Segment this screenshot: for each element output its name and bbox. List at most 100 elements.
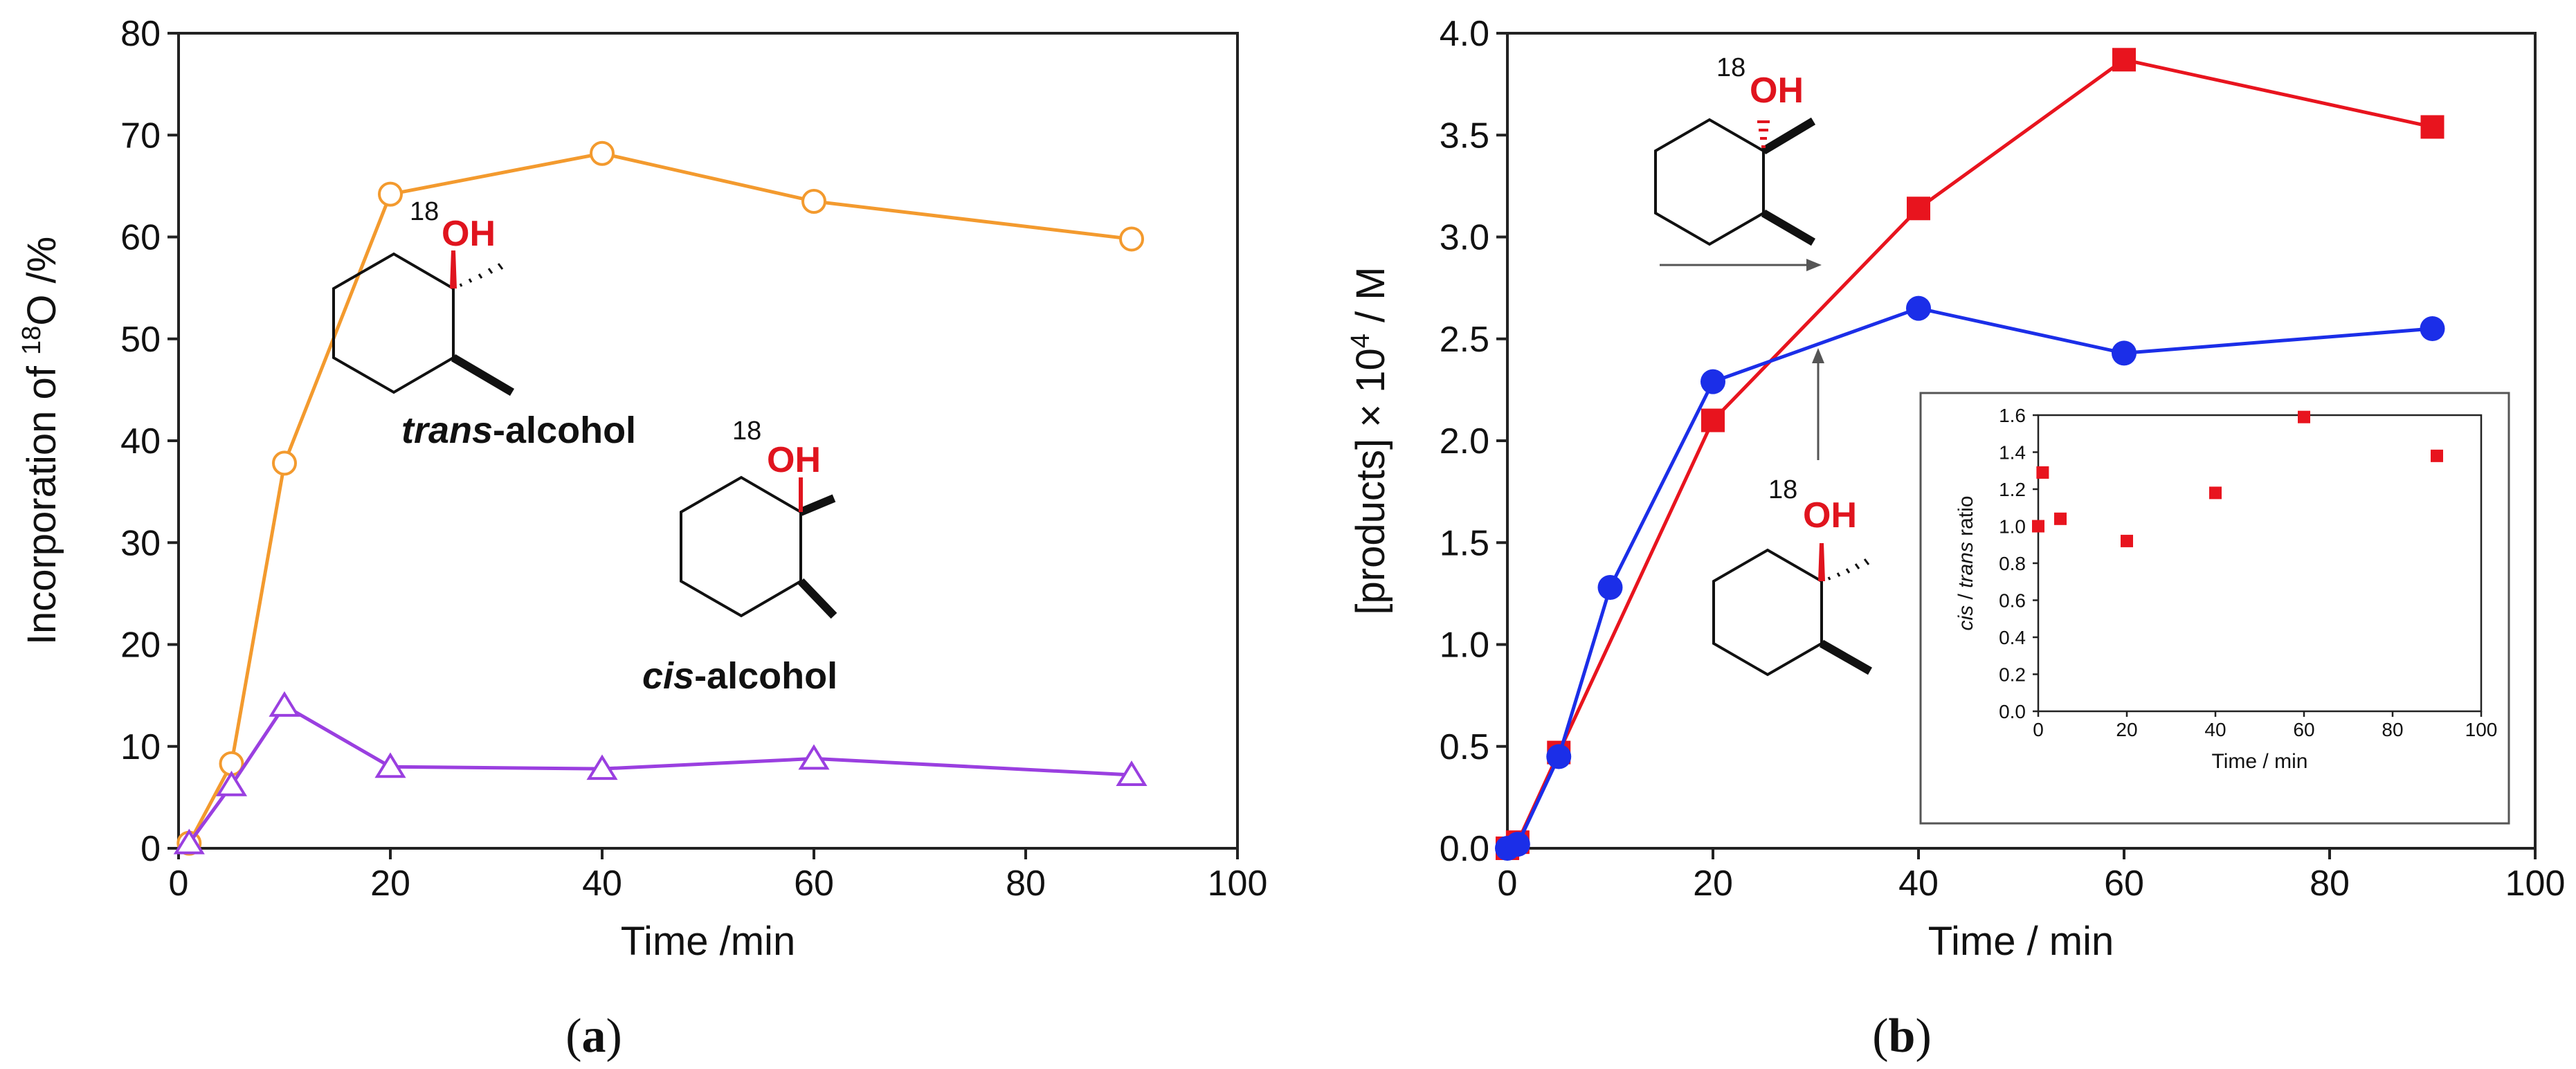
inset-plot: 0 20 40 60 80 1000.00.20.40.60.81.01.21.41.6 …	[1919, 392, 2510, 825]
blue-series-point	[1597, 575, 1623, 601]
plot-a-xtick-label: 80	[1006, 864, 1046, 904]
plot-a-xtick-label: 100	[1208, 864, 1268, 904]
plot-b-xtick-label: 0	[1498, 864, 1518, 904]
plot-b-xtick-label: 60	[2104, 864, 2144, 904]
plot-a-ytick-label: 70	[120, 116, 161, 156]
trans-series-point	[378, 181, 403, 207]
arrow-up	[1812, 348, 1824, 460]
plot-b-ytick-label: 4.0	[1440, 14, 1489, 54]
plot-a-ticks: 0 20 40 60 80 100 0 10 20 30 40 50 60 70 80	[120, 14, 1267, 904]
plot-b-ytick-label: 1.5	[1440, 523, 1489, 563]
red-series-point	[2420, 115, 2445, 139]
inset-xtick-label: 100	[2465, 719, 2498, 740]
plot-a-ylabel: Incorporation of 18O /%	[17, 237, 64, 645]
plot-a-xtick-label: 60	[794, 864, 834, 904]
inset-points	[2032, 410, 2443, 547]
inset-point	[2036, 466, 2049, 479]
inset-ytick-label: 0.6	[1999, 590, 2026, 611]
inset-point	[2054, 512, 2067, 525]
plot-b-xtick-label: 80	[2310, 864, 2350, 904]
cis-oh-label: OH	[767, 440, 821, 480]
plot-b-ticks: 0 20 40 60 80 100 0.0 0.5 1.0 1.5 2.0 2.5 3.0 3.5 4.0	[1440, 14, 2566, 904]
inset-ytick-label: 0.2	[1999, 664, 2026, 685]
inset-point	[2209, 486, 2222, 500]
plot-b-xtick-label: 100	[2505, 864, 2566, 904]
plot-b-ytick-label: 3.0	[1440, 218, 1489, 258]
bottom-oh-isotope: 18	[1768, 475, 1797, 504]
blue-series-point	[2420, 316, 2445, 342]
trans-series-point	[1119, 226, 1144, 252]
trans-series-point	[590, 140, 615, 166]
panel-b-label: (b)	[1872, 1009, 1932, 1063]
cis-oh-isotope: 18	[732, 417, 761, 446]
blue-series-point	[1906, 295, 1931, 321]
panel-a: 0 20 40 60 80 100 0 10 20 30 40 50 60 70 80 Incorporat…	[17, 14, 1267, 1063]
cis-alcohol-structure-b: 18 OH	[1654, 53, 1816, 246]
trans-series-point	[801, 188, 826, 214]
panel-b: 0 20 40 60 80 1000.00.51.01.52.02.53.03.54.0 …	[1346, 14, 2565, 1063]
plot-a-ytick-label: 30	[120, 523, 161, 563]
cis-alcohol-label: cis-alcohol	[642, 655, 837, 697]
inset-ytick-label: 1.0	[1999, 515, 2026, 537]
plot-a-ytick-label: 80	[120, 14, 161, 54]
plot-b-ytick-label: 0.5	[1440, 727, 1489, 767]
plot-a-xlabel: Time /min	[621, 919, 795, 964]
cis-series-point	[269, 691, 300, 717]
cis-series-point	[798, 744, 830, 770]
inset-xtick-label: 0	[2033, 719, 2044, 740]
plot-b-series	[1495, 48, 2445, 861]
inset-ytick-label: 1.4	[1999, 441, 2026, 463]
inset-ytick-label: 0.0	[1999, 701, 2026, 722]
trans-alcohol-structure-b: 18 OH	[1712, 475, 1872, 677]
cis-series-point	[586, 754, 618, 780]
inset-xtick-label: 60	[2293, 719, 2314, 740]
plot-b-xtick-label: 40	[1898, 864, 1939, 904]
plot-a-series	[173, 140, 1148, 856]
plot-a-ytick-label: 50	[120, 320, 161, 360]
plot-a-xtick-label: 40	[582, 864, 622, 904]
plot-b-xlabel: Time / min	[1928, 919, 2114, 964]
plot-a-ytick-label: 40	[120, 421, 161, 462]
blue-series-point	[1700, 369, 1725, 394]
inset-point	[2121, 534, 2133, 547]
inset-ytick-label: 1.2	[1999, 479, 2026, 500]
inset-point	[2431, 449, 2443, 462]
inset-xtick-label: 20	[2116, 719, 2137, 740]
top-oh-label: OH	[1750, 71, 1804, 111]
trans-oh-isotope: 18	[410, 197, 439, 226]
cis-series-point	[1116, 760, 1148, 786]
blue-series-point	[1505, 832, 1530, 857]
inset-xlabel: Time / min	[2212, 750, 2308, 773]
panel-a-label: (a)	[565, 1009, 622, 1063]
inset-frame-outer	[1919, 392, 2510, 825]
blue-series-point	[2112, 340, 2137, 366]
plot-a-xtick-label: 20	[370, 864, 410, 904]
plot-a-ytick-label: 60	[120, 218, 161, 258]
plot-b-ytick-label: 0.0	[1440, 829, 1489, 869]
blue-series-line	[1507, 306, 2433, 850]
trans-series-point	[272, 450, 297, 476]
inset-ticks: 0 20 40 60 80 100 0.0 0.2 0.4 0.6 0.8 1.0 1.2 1.4 1.6	[1999, 405, 2497, 740]
inset-point	[2032, 520, 2044, 533]
plot-b-ytick-label: 2.5	[1440, 320, 1489, 360]
cis-series-point	[374, 752, 406, 778]
inset-ytick-label: 0.8	[1999, 553, 2026, 574]
red-series-point	[1907, 197, 1930, 221]
plot-b-ytick-label: 1.0	[1440, 625, 1489, 666]
trans-oh-label: OH	[442, 214, 496, 254]
inset-xtick-label: 80	[2382, 719, 2403, 740]
plot-a-ytick-label: 0	[140, 829, 161, 869]
bottom-oh-label: OH	[1803, 495, 1857, 536]
inset-ylabel: cis / trans ratio	[1954, 495, 1977, 630]
cis-alcohol-structure: 18 OH cis-alcohol	[642, 417, 837, 697]
top-oh-isotope: 18	[1716, 53, 1745, 82]
plot-b-ytick-label: 3.5	[1440, 116, 1489, 156]
inset-ytick-label: 1.6	[1999, 405, 2026, 426]
trans-alcohol-label: trans-alcohol	[401, 410, 636, 451]
plot-a-frame	[177, 32, 1239, 850]
plot-a-ytick-label: 10	[120, 727, 161, 767]
inset-ytick-label: 0.4	[1999, 627, 2026, 648]
red-series-point	[1701, 408, 1725, 432]
plot-b-xtick-label: 20	[1693, 864, 1733, 904]
